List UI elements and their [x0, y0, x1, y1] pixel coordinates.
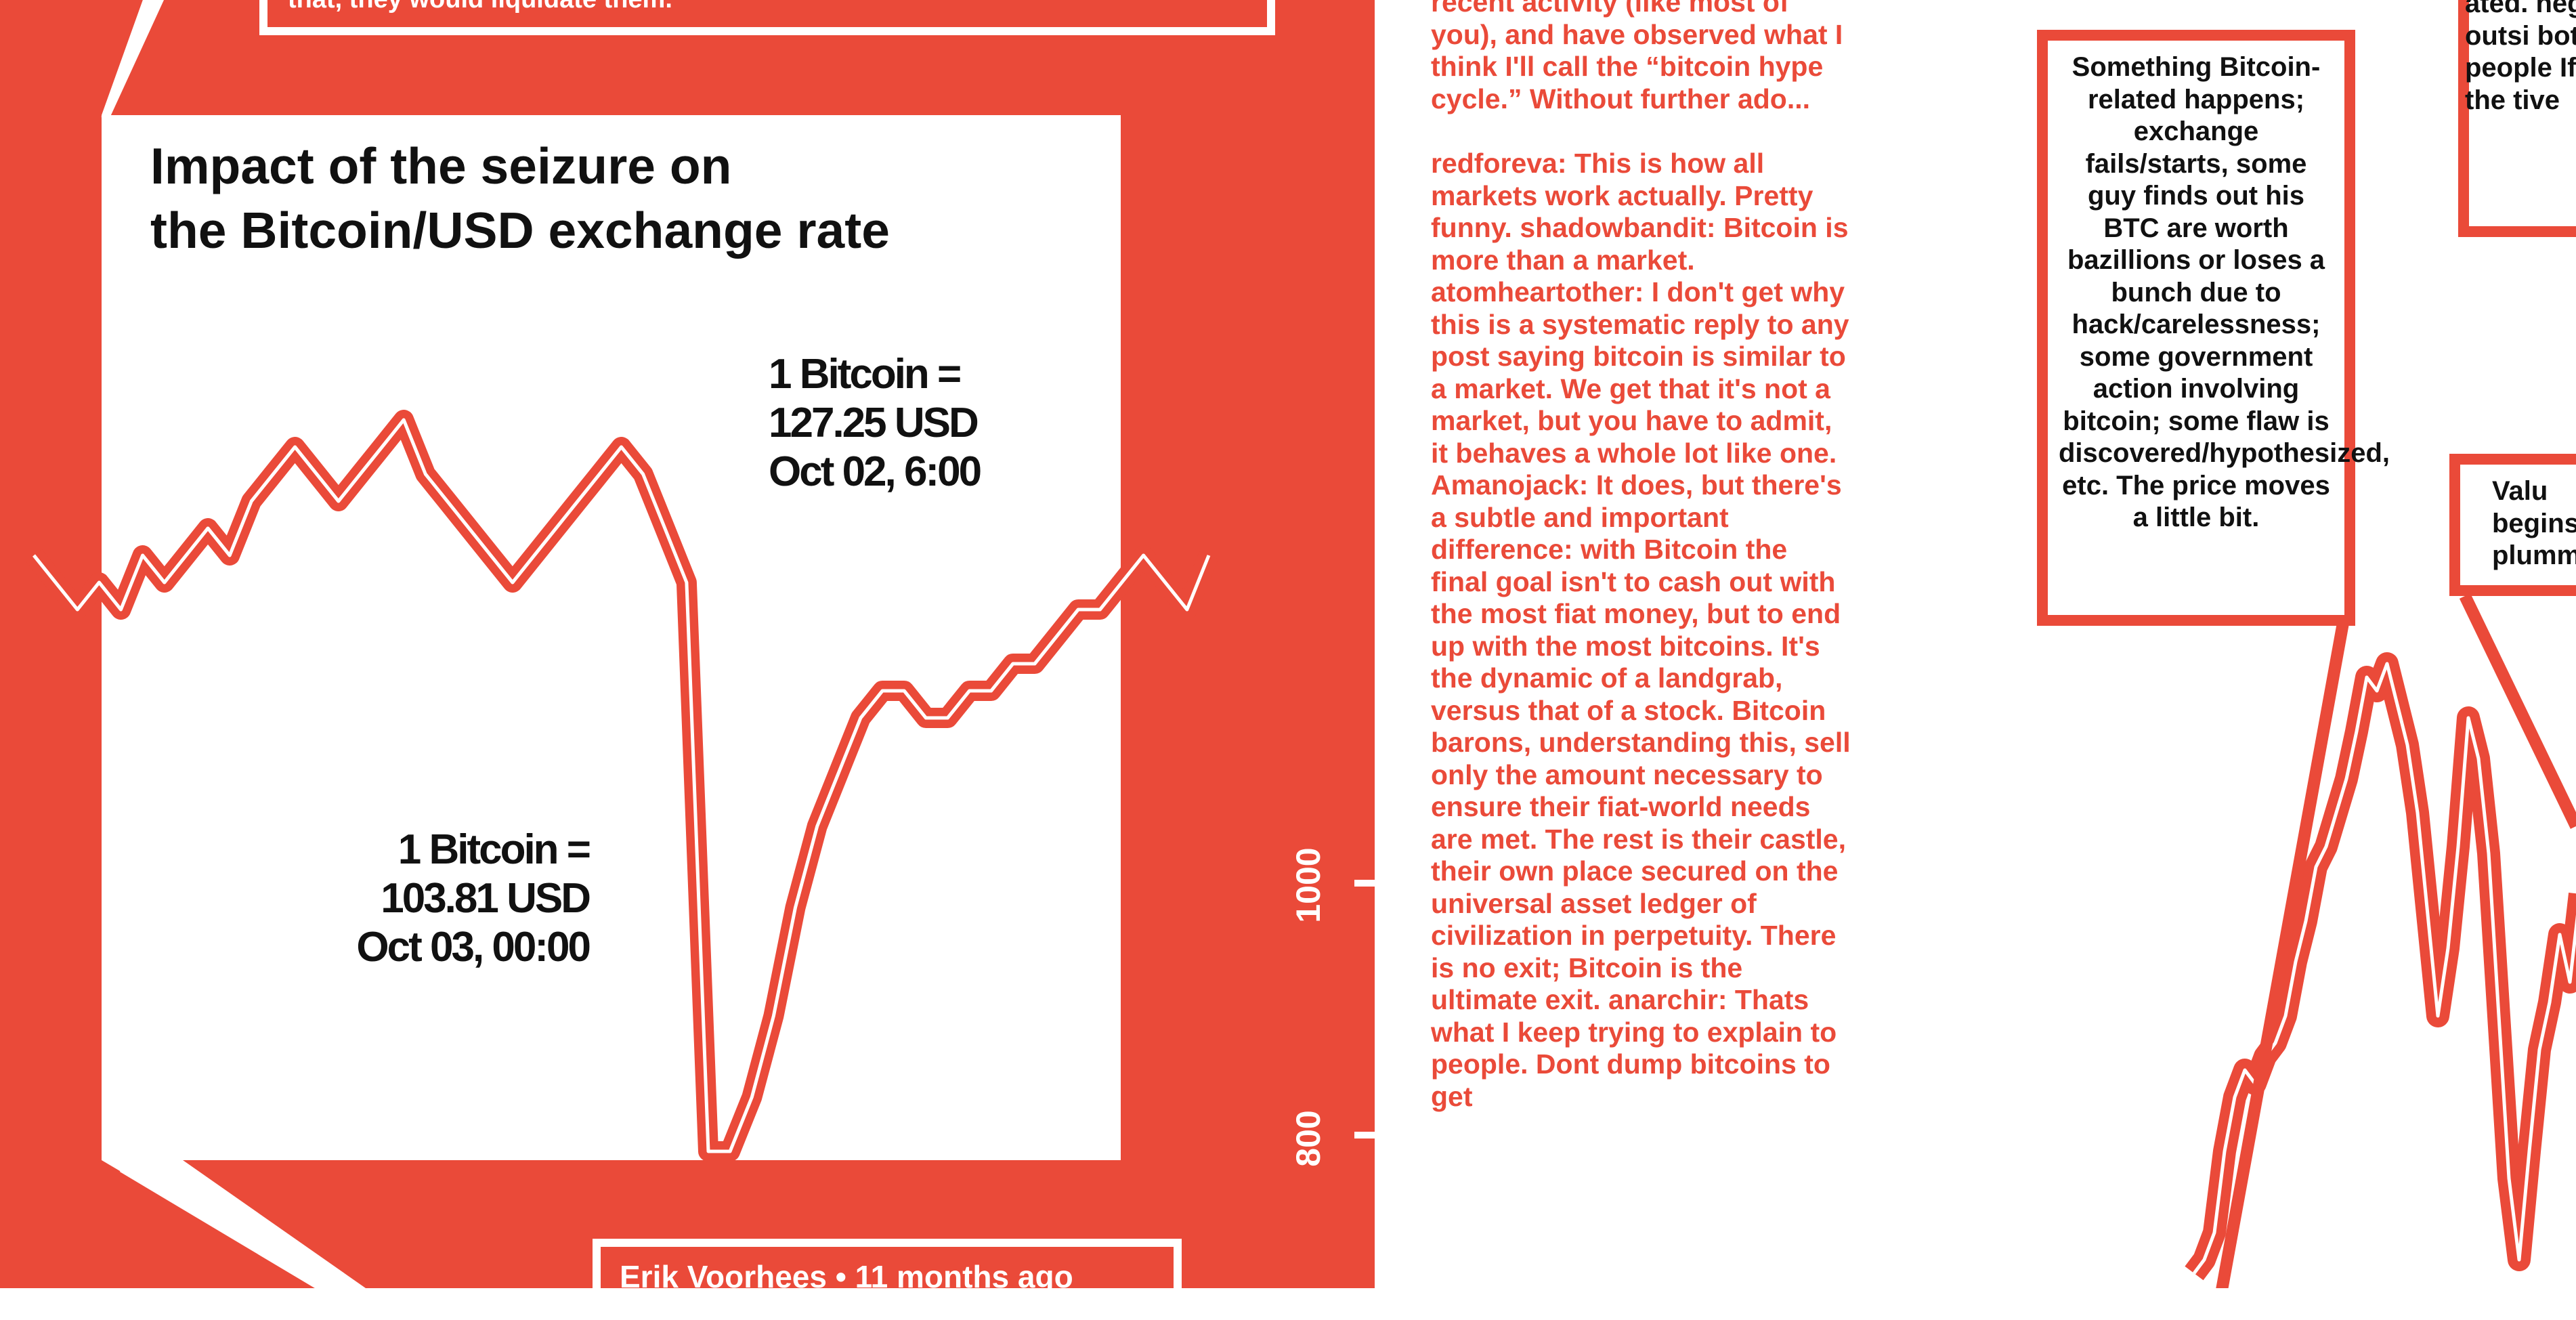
- pointer-value: [2459, 593, 2576, 829]
- y-axis-label-1000: 1000: [1289, 847, 1327, 923]
- price-chart: [26, 410, 1218, 1162]
- comment-replies: redforeva: This is how all markets work …: [1431, 148, 1851, 1112]
- annotation-before-drop: 1 Bitcoin = 127.25 USD Oct 02, 6:00: [769, 350, 1107, 496]
- hype-cycle-chart: [2185, 593, 2576, 1288]
- chart-title: Impact of the seizure on the Bitcoin/USD…: [150, 134, 963, 263]
- hype-line-outline: [2185, 652, 2576, 1281]
- chart-title-line-2: the Bitcoin/USD exchange rate: [150, 202, 890, 259]
- annotation-low-line-2: 103.81 USD: [381, 875, 591, 922]
- callout-text-top-right: ated. negat outsi both people If the tiv…: [2465, 0, 2576, 115]
- y-axis-label-800: 800: [1289, 1110, 1327, 1167]
- annotation-before-line-2: 127.25 USD: [769, 400, 979, 446]
- chart-title-line-1: Impact of the seizure on: [150, 137, 732, 194]
- y-axis-tick-800: [1354, 1132, 1381, 1138]
- top-quote-box: [259, 0, 1275, 35]
- price-line: [33, 418, 1211, 1153]
- chart-card: [102, 115, 1121, 1160]
- hype-cycle-line: [2185, 652, 2576, 1281]
- comment-intro: recent activity (like most of you), and …: [1431, 0, 1843, 114]
- fold-line-top: [101, 0, 165, 121]
- comment-byline: Erik Voorhees • 11 months ago: [620, 1259, 1073, 1294]
- y-axis-tick-1000: [1354, 880, 1381, 887]
- annotation-low-point: 1 Bitcoin = 103.81 USD Oct 03, 00:00: [203, 826, 591, 972]
- fold-line-bottom: [119, 1164, 331, 1288]
- left-panel-decoration: [26, 0, 1218, 1288]
- pointer-something: [2216, 622, 2349, 1288]
- annotation-before-line-3: Oct 02, 6:00: [769, 448, 982, 495]
- callout-box-something-happens: [2037, 30, 2355, 626]
- callout-text-value: Valu begins plumm: [2492, 476, 2576, 570]
- annotation-low-line-3: Oct 03, 00:00: [356, 924, 591, 971]
- comment-thread: recent activity (like most of you), and …: [1431, 0, 1851, 1113]
- callout-box-value: [2449, 454, 2576, 596]
- annotation-low-line-1: 1 Bitcoin =: [398, 826, 591, 873]
- callout-text-something-happens: Something Bitcoin-related happens; excha…: [2059, 52, 2390, 532]
- callout-box-top-right: [2458, 0, 2576, 237]
- annotation-before-line-1: 1 Bitcoin =: [769, 351, 962, 398]
